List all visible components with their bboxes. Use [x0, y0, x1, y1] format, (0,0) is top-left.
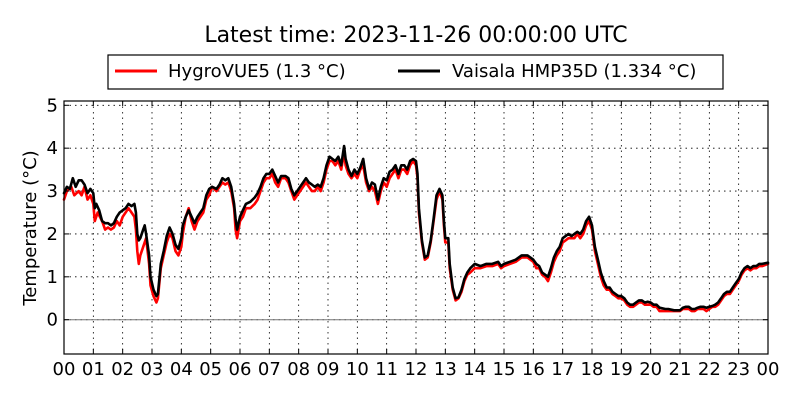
x-tick-label: 07 — [258, 359, 281, 380]
legend-label-hygrovue5: HygroVUE5 (1.3 °C) — [168, 61, 346, 82]
x-tick-label: 13 — [434, 359, 457, 380]
x-tick-label: 03 — [141, 359, 164, 380]
x-tick-label: 06 — [229, 359, 252, 380]
x-tick-label: 17 — [551, 359, 574, 380]
y-tick-label: 4 — [47, 138, 58, 159]
x-tick-label: 21 — [669, 359, 692, 380]
x-tick-label: 15 — [493, 359, 516, 380]
grid — [64, 101, 768, 354]
y-tick-label: 0 — [47, 310, 58, 331]
x-tick-label: 19 — [610, 359, 633, 380]
y-tick-label: 3 — [47, 181, 58, 202]
x-tick-label: 02 — [111, 359, 134, 380]
x-tick-label: 00 — [53, 359, 76, 380]
x-tick-label: 20 — [639, 359, 662, 380]
x-tick-label: 00 — [757, 359, 780, 380]
legend-label-vaisala: Vaisala HMP35D (1.334 °C) — [452, 61, 696, 82]
chart-title: Latest time: 2023-11-26 00:00:00 UTC — [204, 23, 627, 48]
axis-ticks: 00 01 02 03 04 05 06 07 08 09 10 11 12 13 14 15 16 17 18 19… — [47, 95, 780, 380]
x-tick-label: 01 — [82, 359, 105, 380]
x-tick-label: 12 — [405, 359, 428, 380]
series-group — [62, 144, 770, 313]
x-tick-label: 23 — [727, 359, 750, 380]
legend: HygroVUE5 (1.3 °C) Vaisala HMP35D (1.334… — [107, 54, 724, 90]
x-tick-label: 16 — [522, 359, 545, 380]
x-tick-label: 05 — [199, 359, 222, 380]
y-tick-label: 1 — [47, 267, 58, 288]
x-tick-label: 08 — [287, 359, 310, 380]
y-tick-label: 2 — [47, 224, 58, 245]
series-line-hygrovue5 — [62, 151, 770, 313]
x-tick-label: 14 — [463, 359, 486, 380]
series-line-vaisala — [62, 144, 770, 312]
x-tick-label: 11 — [375, 359, 398, 380]
x-tick-label: 04 — [170, 359, 193, 380]
y-tick-label: 5 — [47, 95, 58, 116]
y-axis-label: Temperature (°C) — [20, 150, 41, 306]
x-tick-label: 18 — [581, 359, 604, 380]
x-tick-label: 10 — [346, 359, 369, 380]
x-tick-label: 09 — [317, 359, 340, 380]
x-tick-label: 22 — [698, 359, 721, 380]
